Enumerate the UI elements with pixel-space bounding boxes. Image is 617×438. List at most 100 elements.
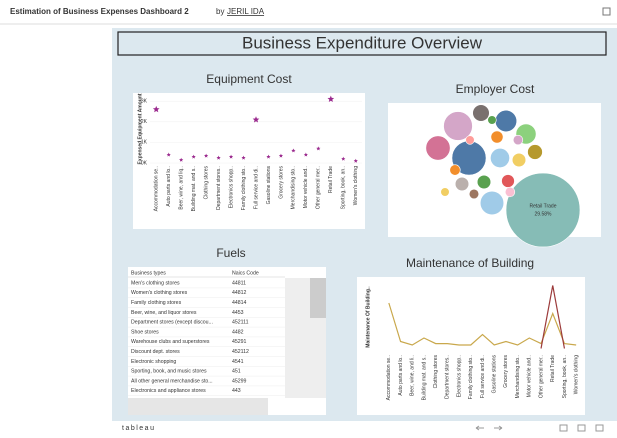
table-cell: 44812 <box>232 290 247 296</box>
column-header: Business types <box>131 270 166 276</box>
x-tick-label: Motor vehicle and.. <box>303 166 309 208</box>
bubble <box>472 104 490 122</box>
chart-title: Equipment Cost <box>206 72 292 86</box>
y-tick-label: 0K <box>141 160 148 166</box>
bubble-label: Retail Trade <box>530 203 557 209</box>
by-text: by <box>216 7 224 16</box>
x-tick-label: Grocery stores <box>278 166 284 199</box>
bubble <box>487 115 497 125</box>
x-tick-label: Other general mer.. <box>538 355 544 398</box>
x-tick-label: Accommodation se.. <box>386 355 392 400</box>
header-bar <box>0 0 617 24</box>
star-mark <box>191 154 196 159</box>
x-tick-label: Sporting, book, an.. <box>562 355 568 398</box>
maintenance-panel <box>357 277 585 415</box>
x-tick-label: Auto parts and lo.. <box>166 166 172 207</box>
x-tick-label: Women's clothing <box>353 166 359 205</box>
y-axis-title: Maintenance Of Building.. <box>365 286 371 348</box>
x-tick-label: Beer, wine, and liq.. <box>179 166 185 210</box>
x-tick-label: Retail Trade <box>328 166 334 193</box>
x-tick-label: Family clothing sto.. <box>241 166 247 210</box>
share-icon[interactable] <box>602 7 611 16</box>
x-tick-label: Building mat. and s.. <box>421 355 427 400</box>
table-hscroll[interactable] <box>128 398 268 415</box>
tableau-logo[interactable]: tableau <box>122 425 155 432</box>
table-cell: Electronics and appliance stores <box>131 388 206 394</box>
x-tick-label: Family clothing sto.. <box>468 355 474 399</box>
x-tick-label: Beer, wine, and li.. <box>410 355 416 396</box>
x-tick-label: Electronics shopp.. <box>456 355 462 397</box>
x-tick-label: Merchandising sto.. <box>515 355 521 398</box>
x-tick-label: Motor vehicle and.. <box>527 355 533 397</box>
table-title: Fuels <box>216 246 245 260</box>
bubble <box>504 186 516 198</box>
x-tick-label: Accommodation se.. <box>154 166 160 211</box>
bubble <box>476 174 492 190</box>
table-cell: 452112 <box>232 349 249 355</box>
table-cell: Family clothing stores <box>131 300 182 306</box>
table-cell: 443 <box>232 388 241 394</box>
x-tick-label: Grocery stores <box>503 355 509 388</box>
star-mark <box>316 146 321 151</box>
bubble <box>501 174 515 188</box>
table-cell: Men's clothing stores <box>131 280 180 286</box>
table-cell: Discount dept. stores <box>131 349 180 355</box>
bubble <box>454 176 470 192</box>
bubble-value: 29.58% <box>535 211 553 217</box>
table-cell: 4482 <box>232 329 244 335</box>
workbook-title: Estimation of Business Expenses Dashboar… <box>10 7 189 16</box>
bubble <box>425 135 451 161</box>
star-mark <box>327 95 335 102</box>
star-mark <box>291 148 296 153</box>
star-mark <box>204 153 209 158</box>
x-tick-label: Electronics shopp.. <box>228 166 234 208</box>
x-tick-label: Gasoline stations <box>492 355 498 394</box>
bubble <box>490 148 510 168</box>
x-tick-label: Retail Trade <box>550 355 556 382</box>
bubble <box>449 164 461 176</box>
x-tick-label: Merchandising sto.. <box>291 166 297 209</box>
footer-bar <box>112 421 617 433</box>
table-cell: Electronic shopping <box>131 359 176 365</box>
title-box <box>117 31 607 56</box>
star-mark <box>266 154 271 159</box>
table-cell: Beer, wine, and liquor stores <box>131 310 197 316</box>
table-cell: Department stores (except discou... <box>131 320 213 326</box>
x-tick-label: Auto parts and lo.. <box>398 355 404 396</box>
scrollbar[interactable] <box>310 278 326 318</box>
chart-title: Maintenance of Building <box>406 256 534 270</box>
star-mark <box>228 154 234 159</box>
x-tick-label: Department stores.. <box>445 355 451 399</box>
star-mark <box>341 156 346 161</box>
star-mark <box>216 155 221 160</box>
x-tick-label: Full service and di.. <box>253 166 259 209</box>
x-tick-label: Women's clothing <box>573 355 579 394</box>
star-mark <box>166 152 171 157</box>
x-tick-label: Building mat. and s.. <box>191 166 197 211</box>
star-mark <box>353 158 358 163</box>
table-cell: 4453 <box>232 310 244 316</box>
table-cell: Sporting, book, and music stores <box>131 369 207 375</box>
bubble <box>443 111 473 141</box>
chart-title: Employer Cost <box>456 82 535 96</box>
table-cell: 4541 <box>232 359 244 365</box>
bubble <box>505 172 581 248</box>
bubble <box>479 190 505 216</box>
star-mark <box>179 157 184 162</box>
bubble <box>527 144 543 160</box>
x-tick-label: Full service and di.. <box>480 355 486 398</box>
x-tick-label: Clothing stores <box>433 355 439 389</box>
bubble <box>512 134 524 146</box>
toolbar-icons[interactable] <box>475 424 604 432</box>
x-tick-label: Clothing stores <box>203 166 209 200</box>
x-tick-label: Sporting, book, an.. <box>341 166 347 209</box>
table-cell: 45291 <box>232 339 247 345</box>
star-mark <box>278 153 284 158</box>
table-cell: 452111 <box>232 320 249 326</box>
table-cell: 44811 <box>232 280 246 286</box>
y-axis-title: Expensed Equipment Amount <box>137 93 143 164</box>
author-link[interactable]: JERIL IDA <box>227 7 265 16</box>
column-header: Naics Code <box>232 270 259 276</box>
star-mark <box>303 152 308 157</box>
table-cell: 45299 <box>232 378 247 384</box>
